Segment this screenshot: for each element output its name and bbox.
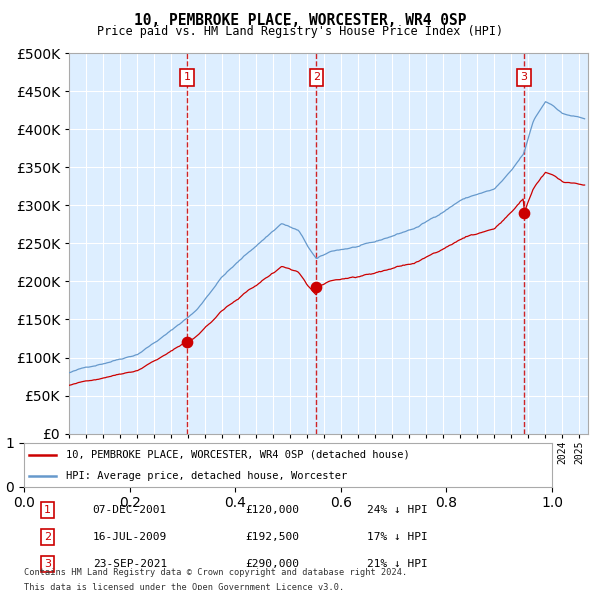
- Text: 10, PEMBROKE PLACE, WORCESTER, WR4 0SP: 10, PEMBROKE PLACE, WORCESTER, WR4 0SP: [134, 13, 466, 28]
- Text: 1: 1: [184, 73, 190, 83]
- Text: £192,500: £192,500: [246, 532, 300, 542]
- Text: 07-DEC-2001: 07-DEC-2001: [92, 505, 167, 515]
- Text: 2: 2: [313, 73, 320, 83]
- Text: HPI: Average price, detached house, Worcester: HPI: Average price, detached house, Worc…: [66, 471, 347, 481]
- Text: Contains HM Land Registry data © Crown copyright and database right 2024.: Contains HM Land Registry data © Crown c…: [24, 568, 407, 576]
- Text: 2: 2: [44, 532, 52, 542]
- Text: This data is licensed under the Open Government Licence v3.0.: This data is licensed under the Open Gov…: [24, 583, 344, 590]
- Text: 10, PEMBROKE PLACE, WORCESTER, WR4 0SP (detached house): 10, PEMBROKE PLACE, WORCESTER, WR4 0SP (…: [66, 450, 410, 460]
- Text: 3: 3: [520, 73, 527, 83]
- Text: £290,000: £290,000: [246, 559, 300, 569]
- Point: [182, 337, 192, 347]
- Text: 24% ↓ HPI: 24% ↓ HPI: [367, 505, 428, 515]
- Point: [519, 208, 529, 218]
- Text: 23-SEP-2021: 23-SEP-2021: [92, 559, 167, 569]
- Point: [311, 283, 321, 292]
- Text: 17% ↓ HPI: 17% ↓ HPI: [367, 532, 428, 542]
- Text: 1: 1: [44, 505, 51, 515]
- Text: 3: 3: [44, 559, 51, 569]
- Text: £120,000: £120,000: [246, 505, 300, 515]
- Text: 21% ↓ HPI: 21% ↓ HPI: [367, 559, 428, 569]
- Text: Price paid vs. HM Land Registry's House Price Index (HPI): Price paid vs. HM Land Registry's House …: [97, 25, 503, 38]
- Text: 16-JUL-2009: 16-JUL-2009: [92, 532, 167, 542]
